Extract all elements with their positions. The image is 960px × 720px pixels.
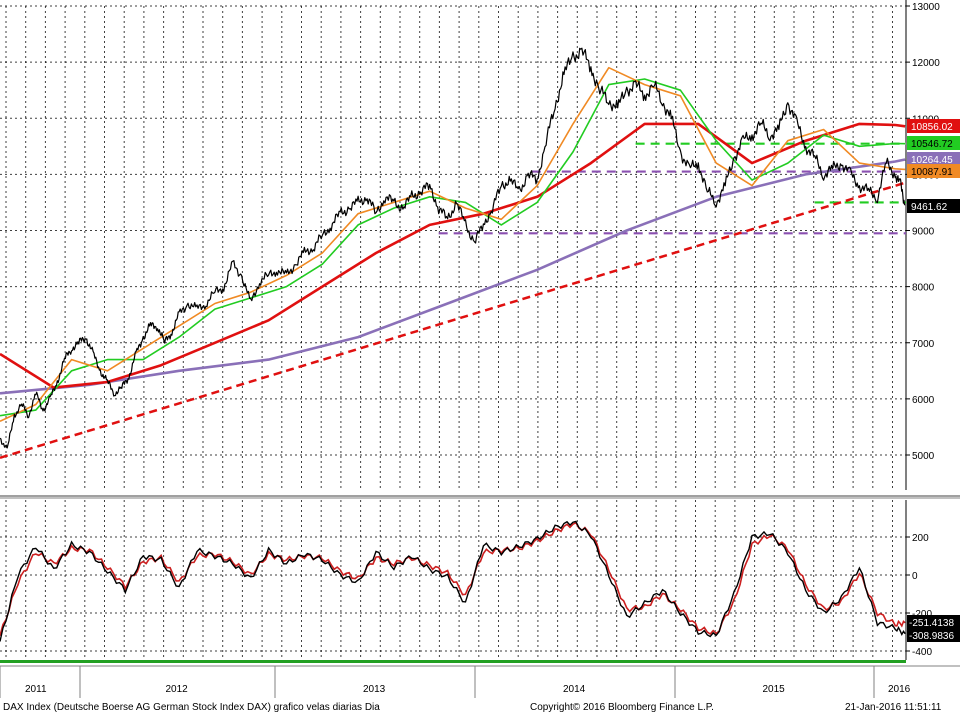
chart-description: DAX Index (Deutsche Boerse AG German Sto… xyxy=(3,702,380,713)
value-tag-label: 10264.45 xyxy=(911,155,953,166)
x-year-label: 2015 xyxy=(763,684,786,695)
osc-tag-box xyxy=(907,628,960,642)
osc-signal-line xyxy=(0,521,906,637)
osc-y-tick-label: -200 xyxy=(912,609,932,620)
main-y-tick-label: 12000 xyxy=(912,58,940,69)
osc-y-tick-label: 200 xyxy=(912,533,929,544)
x-year-label: 2013 xyxy=(363,684,386,695)
osc-y-tick-label: -400 xyxy=(912,647,932,658)
main-y-tick-label: 6000 xyxy=(912,395,935,406)
oscillator-value-tags: -251.4138 -308.9836 xyxy=(907,615,960,642)
value-tag-box xyxy=(907,136,960,150)
sma-short-line xyxy=(0,66,906,423)
value-tag-box xyxy=(907,164,960,178)
x-year-label: 2014 xyxy=(563,684,586,695)
osc-tag-label: -308.9836 xyxy=(909,631,954,642)
oscillator-series-group xyxy=(0,520,906,642)
oscillator-y-axis: 200 0 -200 -400 xyxy=(906,533,932,658)
x-year-label: 2011 xyxy=(25,684,47,695)
value-tag-box xyxy=(907,119,960,133)
price-series-group xyxy=(0,47,906,449)
osc-y-tick-label: 0 xyxy=(912,571,918,582)
long-term-trendline xyxy=(0,181,906,460)
x-year-label: 2012 xyxy=(166,684,189,695)
value-tag-label: 10856.02 xyxy=(911,122,953,133)
value-tag-box xyxy=(907,199,960,213)
main-y-tick-label: 7000 xyxy=(912,339,935,350)
time-x-axis: 2011 2012 2013 2014 2015 2016 xyxy=(0,666,911,698)
value-tag-label: 10546.72 xyxy=(911,139,953,150)
osc-tag-box xyxy=(907,615,960,629)
x-year-label: 2016 xyxy=(888,684,911,695)
main-y-tick-label: 9000 xyxy=(912,227,935,238)
main-y-tick-label: 8000 xyxy=(912,283,935,294)
price-line xyxy=(0,47,906,449)
osc-tag-label: -251.4138 xyxy=(909,618,954,629)
bottom-green-band xyxy=(0,660,906,663)
sma-mid-line xyxy=(0,78,906,417)
timestamp-text: 21-Jan-2016 11:51:11 xyxy=(845,702,942,713)
value-tag-box xyxy=(907,152,960,166)
copyright-text: Copyright© 2016 Bloomberg Finance L.P. xyxy=(530,702,714,713)
support-resistance-levels xyxy=(0,142,906,460)
main-y-tick-label: 5000 xyxy=(912,451,935,462)
value-tag-label: 9461.62 xyxy=(911,202,948,213)
value-tag-label: 10087.91 xyxy=(911,167,953,178)
osc-main-line xyxy=(0,520,906,642)
main-y-tick-label: 13000 xyxy=(912,2,940,13)
